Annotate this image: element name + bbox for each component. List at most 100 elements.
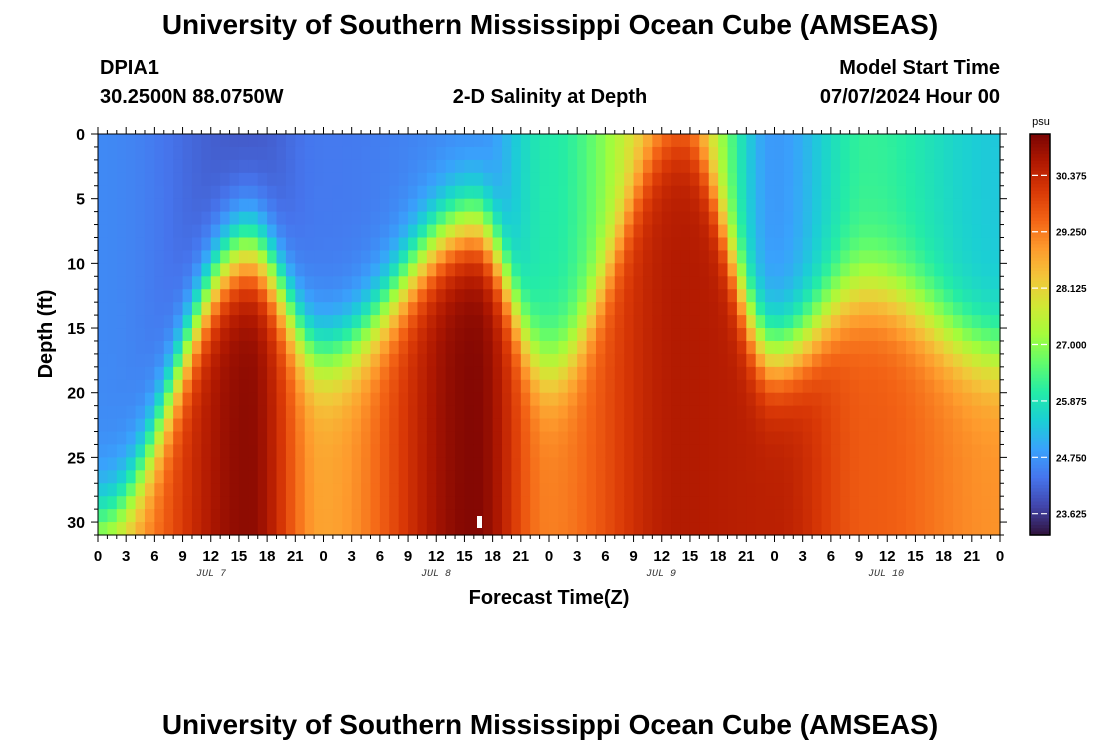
heatmap-cell [671, 211, 682, 226]
heatmap-cell [755, 263, 766, 277]
heatmap-cell [191, 379, 202, 394]
heatmap-cell [248, 444, 259, 458]
heatmap-cell [126, 522, 137, 536]
heatmap-cell [793, 379, 804, 394]
heatmap-cell [765, 134, 776, 148]
heatmap-cell [689, 483, 700, 497]
heatmap-cell [633, 522, 644, 536]
heatmap-cell [830, 418, 841, 433]
heatmap-cell [774, 224, 785, 239]
heatmap-cell [671, 315, 682, 329]
heatmap-cell [680, 405, 691, 420]
heatmap-cell [727, 340, 738, 355]
heatmap-cell [708, 211, 719, 226]
heatmap-cell [398, 302, 409, 316]
heatmap-cell [417, 302, 428, 316]
heatmap-cell [135, 457, 146, 471]
heatmap-cell [906, 340, 917, 355]
heatmap-cell [887, 289, 898, 303]
heatmap-cell [379, 198, 390, 213]
heatmap-cell [229, 340, 240, 355]
heatmap-cell [389, 250, 400, 264]
heatmap-cell [408, 379, 419, 394]
heatmap-cell [417, 134, 428, 148]
heatmap-cell [577, 328, 588, 342]
heatmap-cell [361, 159, 372, 174]
heatmap-cell [549, 198, 559, 213]
heatmap-cell [436, 315, 447, 329]
heatmap-cell [539, 405, 550, 420]
heatmap-cell [981, 289, 992, 303]
heatmap-cell [210, 328, 221, 342]
heatmap-cell [906, 509, 917, 523]
heatmap-cell [530, 522, 541, 536]
heatmap-cell [802, 431, 813, 446]
heatmap-cell [671, 185, 682, 200]
heatmap-cell [830, 237, 841, 252]
heatmap-cell [614, 444, 625, 458]
heatmap-cell [126, 353, 137, 368]
colorbar-segment [1030, 250, 1050, 255]
heatmap-cell [699, 302, 710, 316]
heatmap-cell [736, 405, 747, 420]
heatmap-cell [896, 211, 907, 226]
heatmap-cell [370, 483, 381, 497]
heatmap-cell [455, 418, 466, 433]
heatmap-cell [511, 353, 522, 368]
colorbar-tick-label: 29.250 [1056, 228, 1087, 239]
heatmap-cell [144, 418, 155, 433]
heatmap-cell [511, 250, 522, 264]
heatmap-cell [492, 211, 503, 226]
heatmap-cell [934, 444, 945, 458]
heatmap-cell [426, 405, 437, 420]
heatmap-cell [116, 185, 127, 200]
heatmap-cell [765, 483, 776, 497]
heatmap-cell [821, 509, 832, 523]
heatmap-cell [783, 340, 794, 355]
heatmap-cell [126, 431, 137, 446]
heatmap-cell [830, 522, 841, 536]
heatmap-cell [408, 134, 419, 148]
heatmap-cell [135, 444, 146, 458]
heatmap-cell [661, 172, 672, 187]
heatmap-cell [812, 496, 823, 510]
heatmap-cell [361, 366, 372, 381]
heatmap-cell [887, 263, 898, 277]
heatmap-cell [802, 237, 813, 252]
heatmap-cell [126, 198, 137, 213]
heatmap-cell [370, 224, 381, 239]
heatmap-cell [859, 496, 870, 510]
heatmap-cell [285, 366, 296, 381]
heatmap-cell [191, 483, 202, 497]
heatmap-cell [351, 185, 362, 200]
heatmap-cell [689, 353, 700, 368]
heatmap-cell [417, 263, 428, 277]
heatmap-cell [520, 263, 531, 277]
heatmap-cell [906, 250, 917, 264]
heatmap-cell [671, 379, 682, 394]
heatmap-cell [379, 315, 390, 329]
heatmap-cell [821, 483, 832, 497]
heatmap-cell [633, 224, 644, 239]
heatmap-cell [173, 211, 184, 226]
heatmap-cell [464, 289, 475, 303]
heatmap-cell [689, 289, 700, 303]
heatmap-cell [464, 353, 475, 368]
heatmap-cell [210, 224, 221, 239]
heatmap-cell [727, 276, 738, 290]
heatmap-cell [624, 237, 635, 252]
heatmap-cell [708, 185, 719, 200]
heatmap-cell [191, 276, 202, 290]
heatmap-cell [323, 263, 334, 277]
heatmap-cell [755, 431, 766, 446]
heatmap-cell [530, 315, 541, 329]
heatmap-cell [718, 315, 729, 329]
heatmap-cell [549, 159, 559, 174]
heatmap-cell [727, 379, 738, 394]
heatmap-cell [774, 276, 785, 290]
heatmap-cell [98, 237, 108, 252]
heatmap-cell [821, 276, 832, 290]
heatmap-cell [990, 496, 1001, 510]
heatmap-cell [220, 146, 231, 161]
heatmap-cell [173, 444, 184, 458]
